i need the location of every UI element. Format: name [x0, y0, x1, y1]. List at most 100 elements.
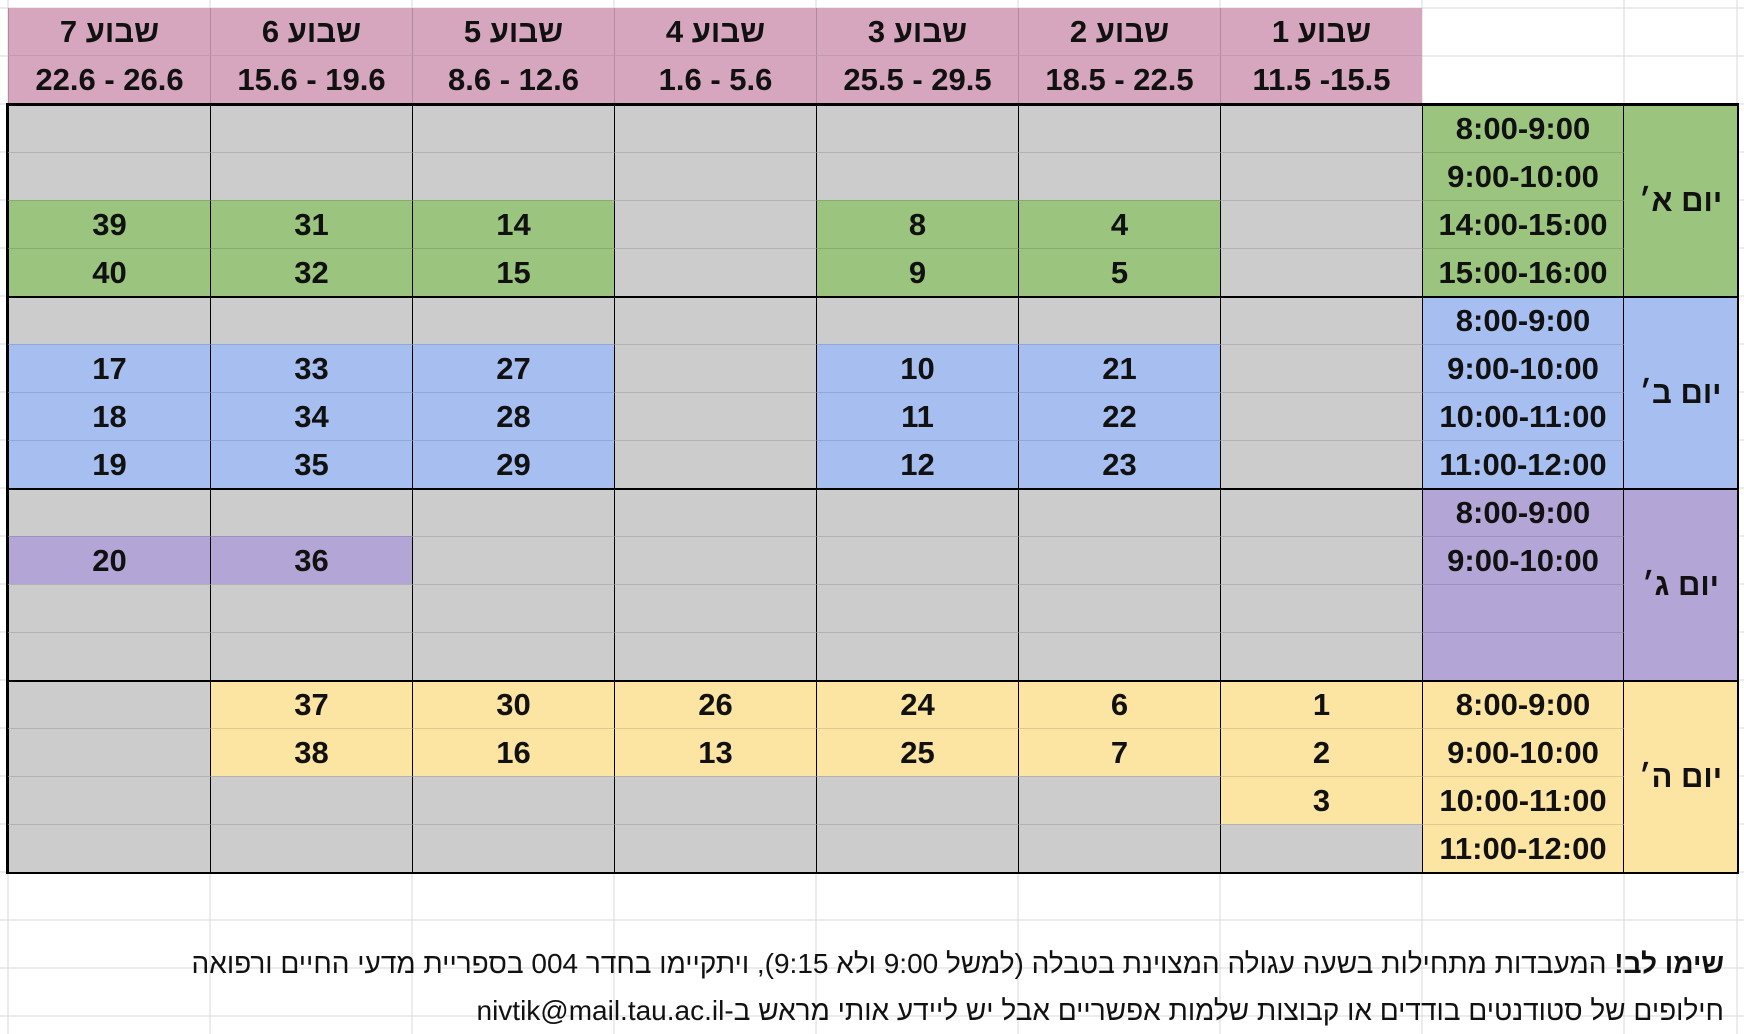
time-slot[interactable] — [1422, 632, 1624, 680]
group-cell[interactable] — [412, 824, 614, 872]
group-cell[interactable]: 22 — [1018, 392, 1220, 440]
group-cell[interactable]: 30 — [412, 680, 614, 728]
group-cell[interactable]: 26 — [614, 680, 816, 728]
group-cell[interactable] — [614, 632, 816, 680]
group-cell[interactable] — [210, 632, 412, 680]
group-cell[interactable]: 33 — [210, 344, 412, 392]
group-cell[interactable] — [1220, 296, 1422, 344]
group-cell[interactable]: 20 — [8, 536, 210, 584]
group-cell[interactable]: 18 — [8, 392, 210, 440]
group-cell[interactable]: 28 — [412, 392, 614, 440]
group-cell[interactable] — [816, 536, 1018, 584]
group-cell[interactable] — [412, 536, 614, 584]
group-cell[interactable] — [816, 632, 1018, 680]
day-label-3[interactable]: יום ג׳ — [1624, 488, 1737, 680]
group-cell[interactable]: 21 — [1018, 344, 1220, 392]
group-cell[interactable] — [614, 344, 816, 392]
group-cell[interactable]: 14 — [412, 200, 614, 248]
group-cell[interactable]: 19 — [8, 440, 210, 488]
group-cell[interactable] — [8, 488, 210, 536]
group-cell[interactable] — [1018, 632, 1220, 680]
group-cell[interactable] — [412, 632, 614, 680]
group-cell[interactable] — [210, 776, 412, 824]
week-dates-6[interactable]: 15.6 - 19.6 — [210, 56, 412, 104]
group-cell[interactable] — [8, 296, 210, 344]
group-cell[interactable] — [412, 488, 614, 536]
group-cell[interactable]: 10 — [816, 344, 1018, 392]
group-cell[interactable] — [614, 248, 816, 296]
group-cell[interactable] — [614, 536, 816, 584]
group-cell[interactable] — [8, 728, 210, 776]
time-slot[interactable]: 8:00-9:00 — [1422, 296, 1624, 344]
week-header-5[interactable]: שבוע 5 — [412, 8, 614, 56]
group-cell[interactable]: 12 — [816, 440, 1018, 488]
group-cell[interactable] — [8, 152, 210, 200]
group-cell[interactable] — [1220, 344, 1422, 392]
time-slot[interactable]: 9:00-10:00 — [1422, 152, 1624, 200]
time-slot[interactable]: 9:00-10:00 — [1422, 344, 1624, 392]
group-cell[interactable] — [816, 584, 1018, 632]
group-cell[interactable] — [1220, 392, 1422, 440]
group-cell[interactable]: 4 — [1018, 200, 1220, 248]
group-cell[interactable] — [1018, 296, 1220, 344]
week-dates-1[interactable]: 11.5 -15.5 — [1220, 56, 1422, 104]
group-cell[interactable]: 25 — [816, 728, 1018, 776]
group-cell[interactable] — [412, 296, 614, 344]
group-cell[interactable] — [1018, 104, 1220, 152]
group-cell[interactable]: 29 — [412, 440, 614, 488]
group-cell[interactable] — [412, 152, 614, 200]
group-cell[interactable]: 5 — [1018, 248, 1220, 296]
group-cell[interactable] — [210, 584, 412, 632]
group-cell[interactable] — [614, 488, 816, 536]
group-cell[interactable]: 35 — [210, 440, 412, 488]
group-cell[interactable]: 40 — [8, 248, 210, 296]
group-cell[interactable]: 6 — [1018, 680, 1220, 728]
group-cell[interactable]: 34 — [210, 392, 412, 440]
group-cell[interactable] — [1220, 104, 1422, 152]
group-cell[interactable] — [412, 104, 614, 152]
group-cell[interactable]: 31 — [210, 200, 412, 248]
group-cell[interactable] — [210, 488, 412, 536]
note-line-2[interactable]: חילופים של סטודנטים בודדים או קבוצות שלמ… — [8, 988, 1736, 1034]
group-cell[interactable]: 37 — [210, 680, 412, 728]
week-header-3[interactable]: שבוע 3 — [816, 8, 1018, 56]
group-cell[interactable] — [1220, 488, 1422, 536]
group-cell[interactable] — [1018, 152, 1220, 200]
week-header-7[interactable]: שבוע 7 — [8, 8, 210, 56]
day-label-1[interactable]: יום א׳ — [1624, 104, 1737, 296]
group-cell[interactable] — [816, 152, 1018, 200]
group-cell[interactable]: 17 — [8, 344, 210, 392]
group-cell[interactable]: 3 — [1220, 776, 1422, 824]
group-cell[interactable] — [614, 776, 816, 824]
week-dates-2[interactable]: 18.5 - 22.5 — [1018, 56, 1220, 104]
group-cell[interactable] — [8, 824, 210, 872]
group-cell[interactable]: 7 — [1018, 728, 1220, 776]
group-cell[interactable] — [1018, 776, 1220, 824]
group-cell[interactable] — [1220, 632, 1422, 680]
time-slot[interactable]: 8:00-9:00 — [1422, 680, 1624, 728]
week-header-2[interactable]: שבוע 2 — [1018, 8, 1220, 56]
group-cell[interactable] — [8, 104, 210, 152]
week-dates-7[interactable]: 22.6 - 26.6 — [8, 56, 210, 104]
group-cell[interactable]: 13 — [614, 728, 816, 776]
group-cell[interactable]: 39 — [8, 200, 210, 248]
week-dates-3[interactable]: 25.5 - 29.5 — [816, 56, 1018, 104]
group-cell[interactable] — [816, 488, 1018, 536]
group-cell[interactable]: 27 — [412, 344, 614, 392]
note-line-1[interactable]: שימו לב! המעבדות מתחילות בשעה עגולה המצו… — [8, 940, 1736, 988]
group-cell[interactable] — [1220, 440, 1422, 488]
group-cell[interactable] — [8, 632, 210, 680]
time-slot[interactable]: 14:00-15:00 — [1422, 200, 1624, 248]
week-header-4[interactable]: שבוע 4 — [614, 8, 816, 56]
group-cell[interactable] — [412, 584, 614, 632]
time-slot[interactable]: 10:00-11:00 — [1422, 392, 1624, 440]
group-cell[interactable] — [1220, 200, 1422, 248]
week-dates-5[interactable]: 8.6 - 12.6 — [412, 56, 614, 104]
week-header-1[interactable]: שבוע 1 — [1220, 8, 1422, 56]
time-slot[interactable]: 8:00-9:00 — [1422, 104, 1624, 152]
group-cell[interactable] — [1220, 248, 1422, 296]
group-cell[interactable] — [614, 440, 816, 488]
time-slot[interactable]: 15:00-16:00 — [1422, 248, 1624, 296]
group-cell[interactable] — [614, 200, 816, 248]
